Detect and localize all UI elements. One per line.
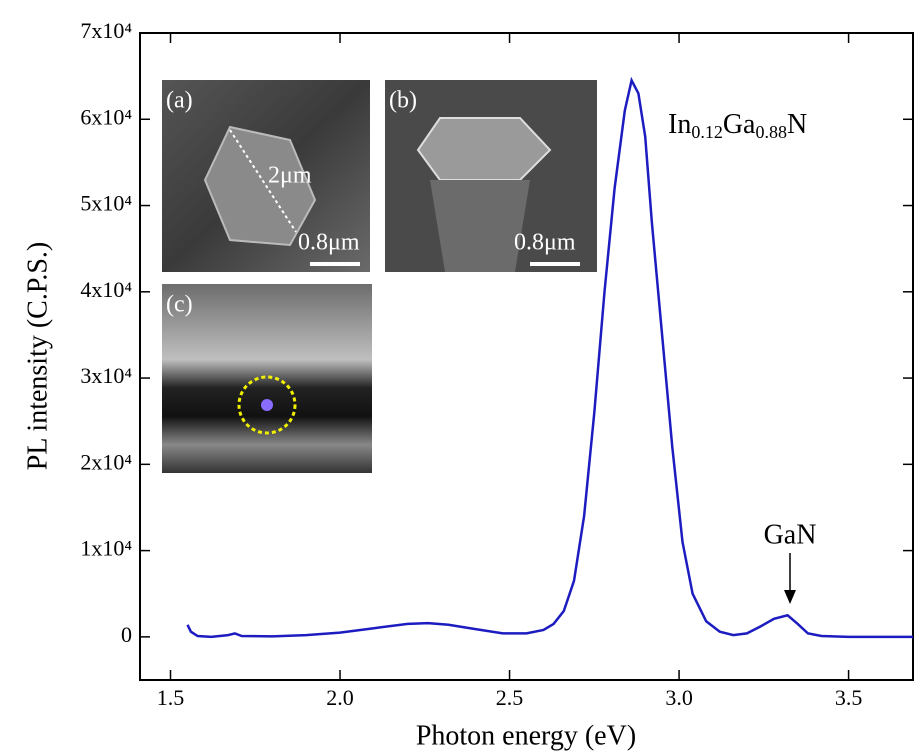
inset-a <box>162 80 370 272</box>
x-tick-label: 3.5 <box>835 685 863 710</box>
inset-c <box>162 284 372 473</box>
compound-label: In0.12Ga0.88N <box>668 109 807 142</box>
y-axis-label: PL intensity (C.P.S.) <box>22 242 53 470</box>
compound-part: 0.12 <box>691 122 723 142</box>
scale-label: 0.8μm <box>298 230 360 256</box>
x-axis-label: Photon energy (eV) <box>416 720 636 751</box>
y-tick-label: 2x10⁴ <box>80 449 132 474</box>
line <box>186 76 913 639</box>
compound-part: In <box>668 109 691 140</box>
inset-label: (a) <box>166 88 193 114</box>
peak-label: GaN <box>764 519 817 550</box>
scale-label: 0.8μm <box>514 230 576 256</box>
plot-frame <box>139 32 914 681</box>
y-tick-label: 5x10⁴ <box>80 191 132 216</box>
x-tick-label: 2.5 <box>496 685 524 710</box>
y-tick-label: 7x10⁴ <box>80 18 132 43</box>
x-tick-label: 3.0 <box>665 685 693 710</box>
y-tick-label: 0 <box>121 622 132 647</box>
compound-part: Ga <box>723 109 756 140</box>
compound-part: N <box>787 109 807 140</box>
y-tick-label: 3x10⁴ <box>80 363 132 388</box>
compound-part: 0.88 <box>755 122 787 142</box>
y-tick-label: 1x10⁴ <box>80 536 132 561</box>
inset-label: (b) <box>389 88 417 114</box>
inset-label: (c) <box>166 292 193 318</box>
arrow-head <box>784 590 796 604</box>
y-tick-label: 6x10⁴ <box>80 104 132 129</box>
x-tick-label: 2.0 <box>326 685 354 710</box>
x-tick-label: 1.5 <box>157 685 185 710</box>
y-tick-label: 4x10⁴ <box>80 277 132 302</box>
inset-b <box>385 80 597 272</box>
dimension-label: 2μm <box>268 163 312 189</box>
